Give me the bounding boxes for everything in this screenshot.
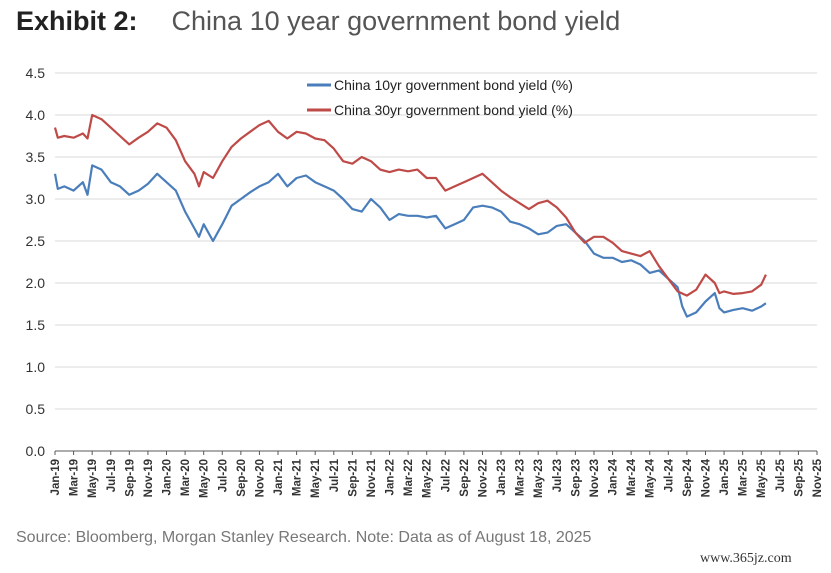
x-tick-label: Sep-21 bbox=[347, 458, 359, 496]
series-line-10yr bbox=[53, 164, 767, 318]
x-tick-label: Jul-24 bbox=[663, 458, 675, 492]
x-tick-label: Mar-24 bbox=[626, 458, 638, 496]
x-tick-label: Nov-19 bbox=[143, 459, 155, 497]
y-tick-label: 2.5 bbox=[26, 233, 46, 249]
x-tick-label: Jan-20 bbox=[162, 459, 174, 495]
series-lines bbox=[53, 113, 767, 318]
x-tick-label: May-22 bbox=[422, 459, 434, 498]
x-tick-label: Sep-22 bbox=[459, 459, 471, 497]
source-note: Source: Bloomberg, Morgan Stanley Resear… bbox=[16, 529, 592, 546]
x-tick-label: Mar-22 bbox=[403, 459, 415, 496]
x-tick-label: Mar-20 bbox=[180, 459, 192, 496]
x-tick-label: Jan-21 bbox=[273, 458, 285, 495]
legend-label: China 30yr government bond yield (%) bbox=[334, 102, 573, 118]
exhibit-label: Exhibit 2: bbox=[16, 6, 138, 36]
x-tick-label: Nov-21 bbox=[366, 458, 378, 497]
x-tick-label: Jul-20 bbox=[217, 459, 229, 492]
x-tick-label: Jul-22 bbox=[440, 459, 452, 492]
y-tick-label: 1.5 bbox=[26, 317, 46, 333]
x-tick-label: May-20 bbox=[199, 459, 211, 498]
y-tick-label: 0.0 bbox=[26, 443, 46, 459]
x-axis-ticks: Jan-19 Mar-19 May-19 Jul-19 Sep-19 Nov-19 Jan-… bbox=[50, 451, 824, 498]
x-tick-label: Jul-19 bbox=[106, 459, 118, 492]
y-tick-label: 3.5 bbox=[26, 149, 46, 165]
x-tick-label: Jan-25 bbox=[719, 458, 731, 495]
x-tick-label: Jul-23 bbox=[552, 459, 564, 492]
x-tick-label: Mar-23 bbox=[515, 459, 527, 496]
x-tick-label: May-24 bbox=[645, 458, 657, 498]
x-tick-label: Nov-22 bbox=[477, 459, 489, 497]
x-tick-label: Jan-19 bbox=[50, 459, 62, 495]
y-tick-label: 3.0 bbox=[26, 191, 46, 207]
grid-lines bbox=[55, 72, 817, 410]
x-tick-label: Nov-25 bbox=[812, 458, 824, 497]
x-tick-label: Nov-23 bbox=[589, 459, 601, 497]
x-tick-label: Jul-25 bbox=[775, 458, 787, 492]
x-tick-label: May-23 bbox=[533, 459, 545, 498]
x-tick-label: Sep-24 bbox=[682, 458, 694, 496]
x-tick-label: Sep-20 bbox=[236, 459, 248, 497]
bond-yield-chart: 0.0 0.5 1.0 1.5 2.0 2.5 3.0 3.5 4.0 4.5 Jan-19 Mar… bbox=[26, 65, 824, 498]
x-tick-label: Sep-25 bbox=[793, 458, 805, 496]
y-tick-label: 0.5 bbox=[26, 401, 46, 417]
x-tick-label: Jan-23 bbox=[496, 459, 508, 495]
x-tick-label: Sep-19 bbox=[124, 459, 136, 497]
x-tick-label: Nov-20 bbox=[254, 459, 266, 497]
x-tick-label: Sep-23 bbox=[570, 459, 582, 497]
x-tick-label: Nov-24 bbox=[700, 458, 712, 497]
watermark: www.365jz.com bbox=[700, 551, 792, 566]
chart-title: China 10 year government bond yield bbox=[171, 6, 621, 36]
y-tick-label: 4.5 bbox=[26, 65, 46, 81]
x-tick-label: Mar-21 bbox=[292, 458, 304, 496]
x-tick-label: Jul-21 bbox=[329, 458, 341, 492]
y-tick-label: 1.0 bbox=[26, 359, 46, 375]
series-line-30yr bbox=[53, 113, 767, 297]
x-tick-label: Jan-24 bbox=[608, 458, 620, 495]
y-tick-label: 2.0 bbox=[26, 275, 46, 291]
x-tick-label: Mar-19 bbox=[69, 459, 81, 496]
exhibit-title: Exhibit 2: China 10 year government bond … bbox=[16, 6, 620, 37]
y-axis-ticks: 0.0 0.5 1.0 1.5 2.0 2.5 3.0 3.5 4.0 4.5 bbox=[26, 65, 46, 459]
legend-label: China 10yr government bond yield (%) bbox=[334, 77, 573, 93]
x-tick-label: Jan-22 bbox=[385, 459, 397, 495]
y-tick-label: 4.0 bbox=[26, 107, 46, 123]
x-tick-label: May-21 bbox=[310, 458, 322, 498]
x-tick-label: May-25 bbox=[756, 458, 768, 498]
x-tick-label: May-19 bbox=[87, 459, 99, 498]
x-tick-label: Mar-25 bbox=[738, 458, 750, 496]
legend: China 10yr government bond yield (%) Chin… bbox=[307, 77, 573, 118]
